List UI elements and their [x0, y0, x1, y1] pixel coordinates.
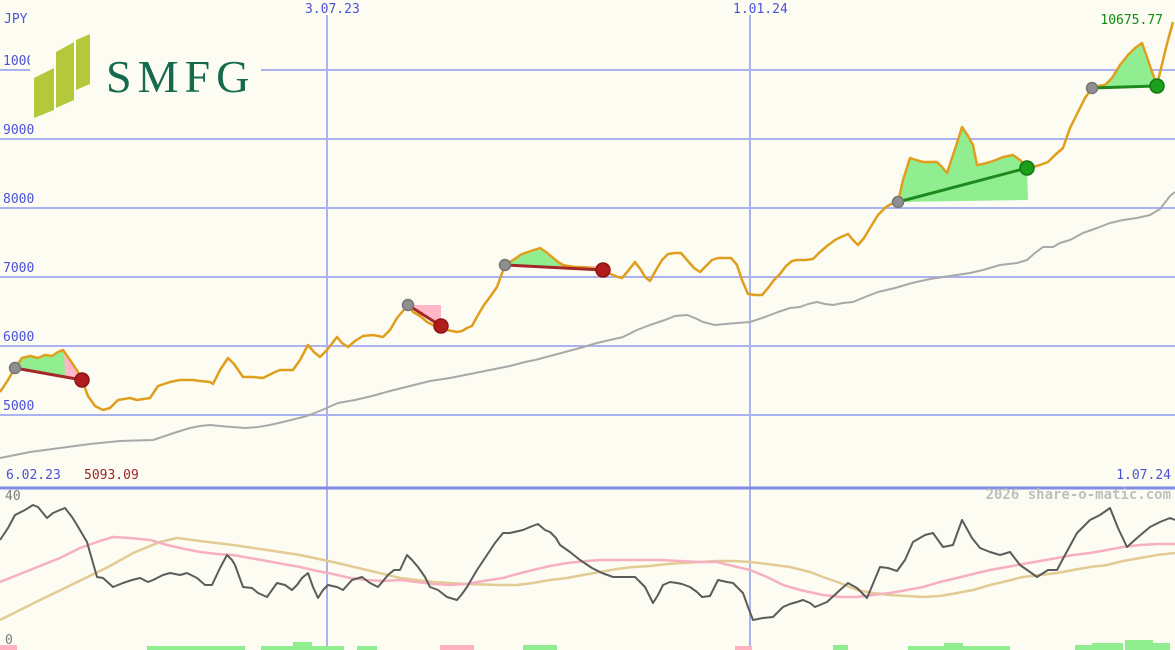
smfg-logo-mark [34, 34, 90, 118]
volume-bar [1153, 643, 1170, 650]
y-axis-label: 9000 [3, 123, 35, 138]
volume-bar [1092, 643, 1123, 650]
x-gridline-date-2: 1.01.24 [733, 2, 788, 17]
volume-bar [312, 646, 344, 650]
volume-bar [1125, 640, 1153, 650]
indicator-beige-line [0, 536, 1175, 622]
trade-entry-dot [401, 298, 415, 312]
volume-bar [261, 646, 293, 650]
x-gridline-date-1: 3.07.23 [305, 2, 360, 17]
trade-trend-line [1091, 84, 1158, 90]
trade-entry-dot [498, 258, 512, 272]
trade-fill-green [505, 248, 563, 268]
volume-bar [440, 645, 474, 650]
watermark: 2026 share-o-matic.com [985, 487, 1171, 503]
trade-fill-green [1092, 43, 1157, 88]
trade-exit-dot [74, 372, 90, 388]
benchmark-line [0, 191, 1175, 459]
y-axis-label: 5000 [3, 399, 35, 414]
x-axis-start-date: 6.02.23 [6, 468, 61, 483]
volume-bar [0, 645, 17, 650]
trade-entry-dot [8, 361, 22, 375]
min-price-label: 5093.09 [84, 468, 139, 483]
trade-exit-dot [1019, 160, 1035, 176]
indicator-bottom-label: 0 [5, 633, 13, 648]
volume-bar [1075, 645, 1092, 650]
currency-label: JPY [4, 12, 28, 27]
trade-entry-dot [1085, 81, 1099, 95]
trade-trend-line [897, 166, 1028, 204]
volume-bar [735, 646, 752, 650]
trade-trend-line [504, 263, 604, 272]
indicator-main-line [0, 504, 1175, 621]
trade-exit-dot [1149, 78, 1165, 94]
volume-bar [908, 646, 944, 650]
volume-bar [523, 645, 557, 650]
last-price-label: 10675.77 [1100, 13, 1163, 28]
trade-exit-dot [433, 318, 449, 334]
y-axis-label: 8000 [3, 192, 35, 207]
indicator-top-label: 40 [5, 489, 21, 504]
volume-bar [147, 646, 245, 650]
volume-bar [944, 643, 963, 650]
trade-exit-dot [595, 262, 611, 278]
x-axis-end-date: 1.07.24 [1116, 468, 1171, 483]
trade-entry-dot [891, 195, 905, 209]
trade-fill-green [898, 127, 1028, 202]
volume-bar [833, 645, 848, 650]
volume-bar [293, 642, 312, 650]
volume-bar [963, 646, 1010, 650]
trade-trend-line [14, 366, 83, 382]
indicator-pink-line [0, 535, 1175, 599]
y-axis-label: 6000 [3, 330, 35, 345]
y-axis-label: 7000 [3, 261, 35, 276]
volume-bar [357, 646, 377, 650]
smfg-logo-text: SMFG [106, 51, 256, 102]
price-line [0, 21, 1175, 412]
smfg-logo: SMFG [30, 30, 262, 124]
